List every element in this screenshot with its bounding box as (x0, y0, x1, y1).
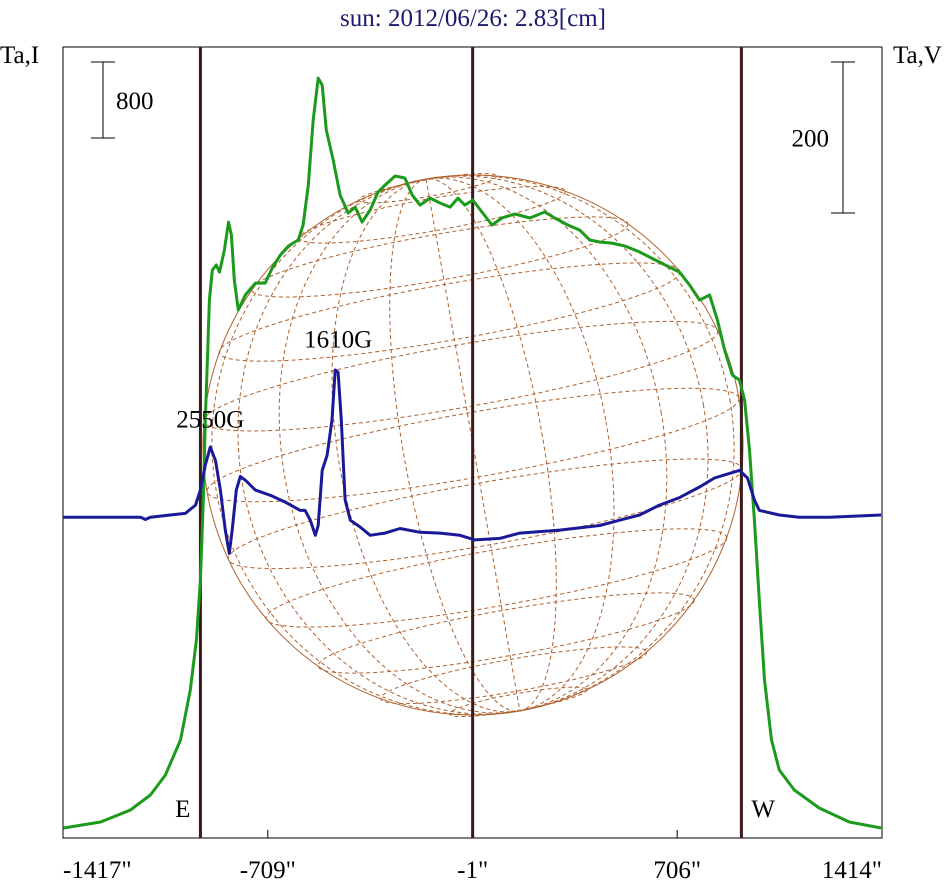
annotation: 1610G (304, 326, 372, 353)
annotation: 2550G (176, 406, 244, 433)
scale-bar-label: 200 (792, 125, 830, 152)
x-tick-label: -1417" (63, 857, 132, 884)
x-tick-label: 1414" (822, 857, 882, 884)
meridian (237, 175, 709, 715)
limb-label: W (751, 796, 775, 823)
equator (206, 387, 740, 503)
y-axis-label: Ta,I (0, 42, 39, 69)
limb-label: E (175, 796, 190, 823)
parallel (265, 528, 728, 628)
x-tick-label: -1" (457, 857, 488, 884)
scale-bar-label: 800 (116, 88, 154, 115)
series-line (63, 76, 882, 830)
x-tick-label: -709" (240, 857, 296, 884)
parallel (317, 592, 695, 674)
chart-title: sun: 2012/06/26: 2.83[cm] (340, 5, 606, 32)
y2-axis-label: Ta,V (893, 42, 942, 69)
x-tick-label: 706" (653, 857, 701, 884)
series-line (63, 368, 882, 555)
parallel (380, 646, 648, 705)
